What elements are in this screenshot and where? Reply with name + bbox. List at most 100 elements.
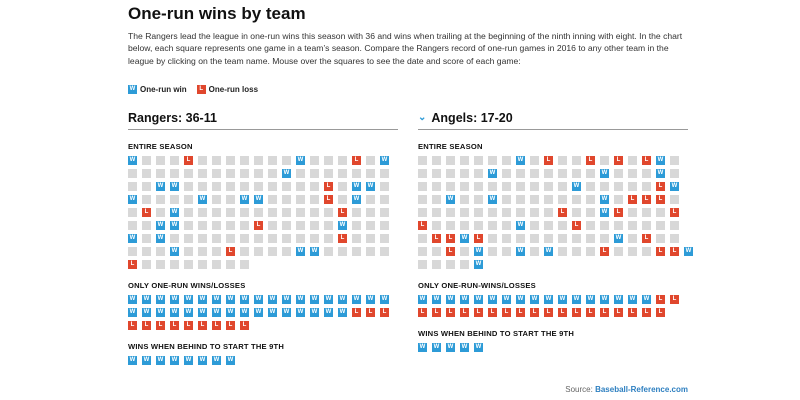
game-square[interactable] (432, 156, 441, 165)
game-square[interactable] (282, 221, 291, 230)
win-square[interactable]: W (488, 195, 497, 204)
game-square[interactable] (282, 247, 291, 256)
win-square[interactable]: W (226, 356, 235, 365)
loss-square[interactable]: L (418, 308, 427, 317)
game-square[interactable] (142, 234, 151, 243)
loss-square[interactable]: L (156, 321, 165, 330)
game-square[interactable] (254, 247, 263, 256)
game-square[interactable] (642, 208, 651, 217)
loss-square[interactable]: L (628, 195, 637, 204)
game-square[interactable] (544, 208, 553, 217)
win-square[interactable]: W (268, 308, 277, 317)
game-square[interactable] (142, 221, 151, 230)
game-square[interactable] (142, 195, 151, 204)
win-square[interactable]: W (170, 247, 179, 256)
win-square[interactable]: W (198, 195, 207, 204)
win-square[interactable]: W (516, 247, 525, 256)
game-square[interactable] (558, 234, 567, 243)
game-square[interactable] (156, 260, 165, 269)
game-square[interactable] (128, 182, 137, 191)
win-square[interactable]: W (628, 295, 637, 304)
game-square[interactable] (586, 182, 595, 191)
game-square[interactable] (338, 169, 347, 178)
win-square[interactable]: W (460, 295, 469, 304)
game-square[interactable] (418, 234, 427, 243)
win-square[interactable]: W (198, 295, 207, 304)
game-square[interactable] (212, 234, 221, 243)
win-square[interactable]: W (366, 295, 375, 304)
game-square[interactable] (170, 156, 179, 165)
game-square[interactable] (282, 182, 291, 191)
win-square[interactable]: W (212, 308, 221, 317)
win-square[interactable]: W (170, 221, 179, 230)
game-square[interactable] (310, 182, 319, 191)
game-square[interactable] (226, 169, 235, 178)
win-square[interactable]: W (380, 295, 389, 304)
angels-header[interactable]: ⌄ Angels: 17-20 (418, 110, 688, 130)
win-square[interactable]: W (128, 156, 137, 165)
game-square[interactable] (226, 156, 235, 165)
game-square[interactable] (502, 195, 511, 204)
game-square[interactable] (128, 221, 137, 230)
win-square[interactable]: W (170, 295, 179, 304)
game-square[interactable] (586, 208, 595, 217)
win-square[interactable]: W (184, 295, 193, 304)
loss-square[interactable]: L (446, 234, 455, 243)
game-square[interactable] (170, 234, 179, 243)
win-square[interactable]: W (642, 295, 651, 304)
win-square[interactable]: W (656, 169, 665, 178)
game-square[interactable] (380, 169, 389, 178)
loss-square[interactable]: L (614, 208, 623, 217)
win-square[interactable]: W (254, 195, 263, 204)
game-square[interactable] (488, 247, 497, 256)
win-square[interactable]: W (614, 234, 623, 243)
game-square[interactable] (128, 169, 137, 178)
win-square[interactable]: W (310, 247, 319, 256)
loss-square[interactable]: L (380, 308, 389, 317)
win-square[interactable]: W (460, 234, 469, 243)
win-square[interactable]: W (558, 295, 567, 304)
game-square[interactable] (352, 221, 361, 230)
loss-square[interactable]: L (642, 195, 651, 204)
game-square[interactable] (446, 156, 455, 165)
loss-square[interactable]: L (600, 247, 609, 256)
game-square[interactable] (212, 169, 221, 178)
game-square[interactable] (558, 182, 567, 191)
loss-square[interactable]: L (460, 308, 469, 317)
game-square[interactable] (432, 195, 441, 204)
game-square[interactable] (516, 208, 525, 217)
game-square[interactable] (614, 221, 623, 230)
loss-square[interactable]: L (352, 308, 361, 317)
win-square[interactable]: W (516, 295, 525, 304)
game-square[interactable] (628, 169, 637, 178)
source-link[interactable]: Baseball-Reference.com (595, 385, 688, 394)
win-square[interactable]: W (366, 182, 375, 191)
game-square[interactable] (310, 208, 319, 217)
game-square[interactable] (142, 260, 151, 269)
game-square[interactable] (586, 169, 595, 178)
win-square[interactable]: W (156, 182, 165, 191)
game-square[interactable] (656, 208, 665, 217)
win-square[interactable]: W (572, 295, 581, 304)
win-square[interactable]: W (212, 356, 221, 365)
game-square[interactable] (460, 247, 469, 256)
game-square[interactable] (310, 156, 319, 165)
game-square[interactable] (198, 182, 207, 191)
win-square[interactable]: W (282, 295, 291, 304)
win-square[interactable]: W (324, 295, 333, 304)
game-square[interactable] (530, 156, 539, 165)
win-square[interactable]: W (254, 295, 263, 304)
game-square[interactable] (366, 234, 375, 243)
game-square[interactable] (572, 208, 581, 217)
game-square[interactable] (296, 234, 305, 243)
game-square[interactable] (226, 260, 235, 269)
game-square[interactable] (656, 234, 665, 243)
loss-square[interactable]: L (530, 308, 539, 317)
game-square[interactable] (530, 195, 539, 204)
win-square[interactable]: W (600, 295, 609, 304)
win-square[interactable]: W (516, 156, 525, 165)
loss-square[interactable]: L (656, 195, 665, 204)
game-square[interactable] (502, 169, 511, 178)
game-square[interactable] (156, 169, 165, 178)
game-square[interactable] (558, 195, 567, 204)
